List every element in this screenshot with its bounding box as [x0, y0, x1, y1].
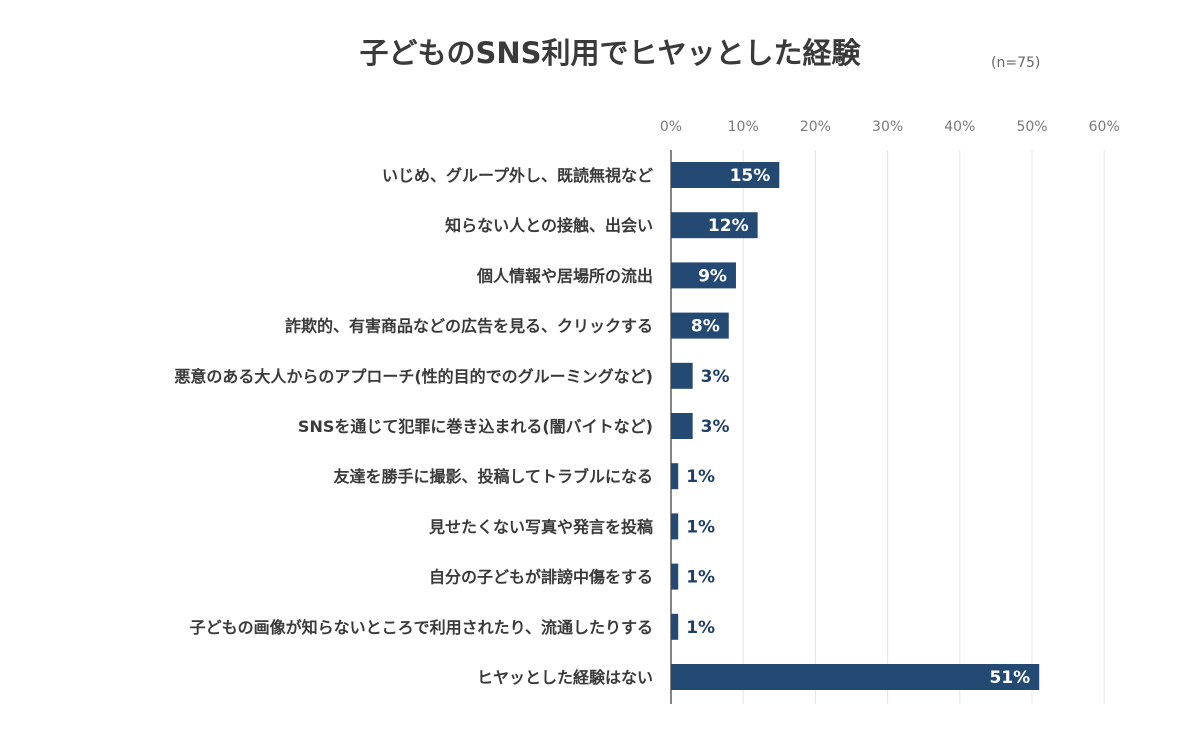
- category-label: 詐欺的、有害商品などの広告を見る、クリックする: [285, 317, 653, 336]
- data-label: 1%: [686, 568, 715, 588]
- bar: [671, 362, 693, 389]
- category-label: 悪意のある大人からのアプローチ(性的目的でのグルーミングなど): [174, 367, 653, 386]
- data-label: 8%: [691, 317, 720, 337]
- data-label: 3%: [701, 417, 730, 437]
- x-tick-label: 50%: [1016, 119, 1047, 135]
- category-label: 見せたくない写真や発言を投稿: [428, 517, 653, 536]
- bar: [671, 162, 780, 188]
- x-tick-label: 40%: [944, 119, 975, 135]
- bar: [671, 463, 679, 490]
- data-label: 1%: [686, 467, 715, 487]
- x-tick-label: 30%: [872, 119, 903, 135]
- data-label: 12%: [708, 216, 749, 236]
- category-label: 自分の子どもが誹謗中傷をする: [429, 568, 653, 587]
- category-label: SNSを通じて犯罪に巻き込まれる(闇バイトなど): [298, 417, 653, 436]
- category-label: 個人情報や居場所の流出: [476, 266, 653, 285]
- category-label: いじめ、グループ外し、既読無視など: [382, 166, 653, 185]
- category-label: 友達を勝手に撮影、投稿してトラブルになる: [333, 467, 653, 486]
- bar: [671, 262, 736, 289]
- chart-title: 子どものSNS利用でヒヤッとした経験: [359, 36, 861, 70]
- data-label: 15%: [730, 166, 771, 186]
- x-tick-label: 0%: [660, 119, 682, 135]
- data-label: 3%: [701, 367, 730, 387]
- sample-size-note: (n=75): [991, 55, 1041, 71]
- x-tick-label: 60%: [1089, 119, 1120, 135]
- bar: [671, 664, 1040, 690]
- category-label: 子どもの画像が知らないところで利用されたり、流通したりする: [190, 618, 653, 637]
- data-label: 9%: [698, 266, 727, 286]
- bar: [671, 613, 679, 640]
- data-label: 1%: [686, 618, 715, 638]
- category-label: 知らない人との接触、出会い: [445, 216, 653, 235]
- bar: [671, 312, 729, 339]
- data-label: 1%: [686, 517, 715, 537]
- bar: [671, 413, 693, 439]
- x-tick-label: 20%: [800, 119, 831, 135]
- data-label: 51%: [990, 668, 1031, 688]
- bar: [671, 212, 758, 239]
- x-tick-label: 10%: [728, 119, 759, 135]
- category-label: ヒヤッとした経験はない: [477, 668, 653, 687]
- bar: [671, 563, 679, 590]
- bar: [671, 513, 679, 540]
